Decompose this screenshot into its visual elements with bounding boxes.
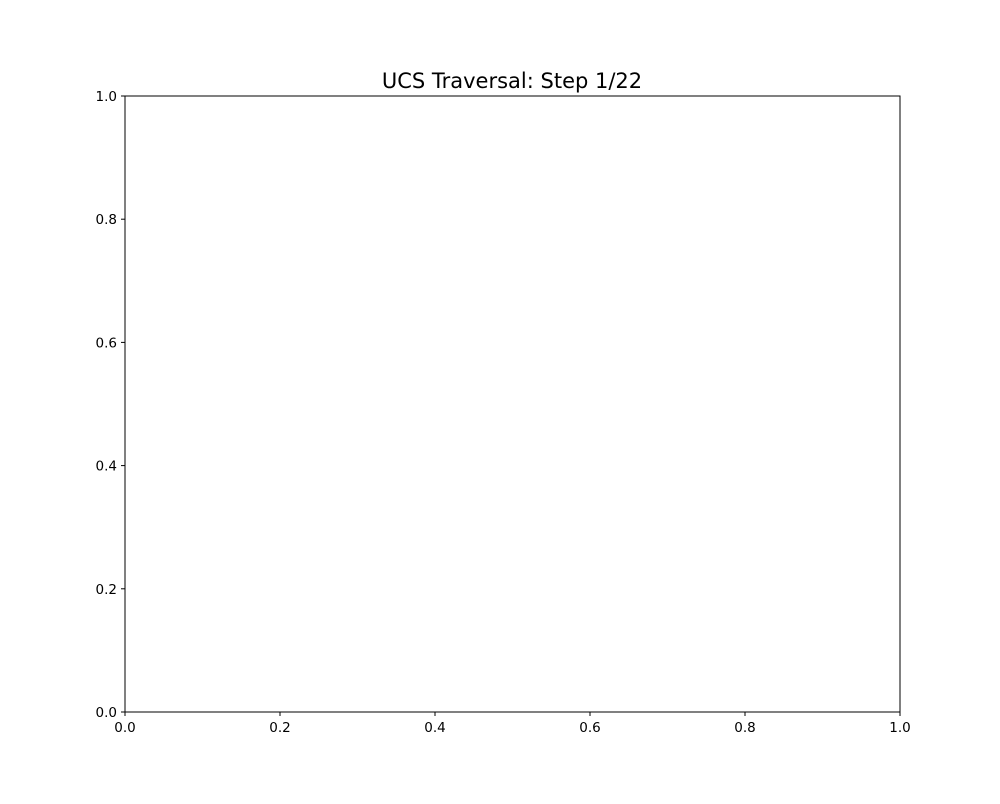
plot-area — [124, 95, 901, 713]
y-tick-label: 1.0 — [96, 89, 117, 105]
x-tick-label: 0.6 — [579, 720, 600, 736]
chart-title: UCS Traversal: Step 1/22 — [382, 69, 642, 93]
y-axis: 0.0 0.2 0.4 0.6 0.8 1.0 — [96, 89, 125, 721]
x-tick-label: 0.4 — [424, 720, 445, 736]
y-tick-label: 0.2 — [96, 582, 117, 598]
x-tick-label: 1.0 — [889, 720, 910, 736]
x-tick-label: 0.0 — [114, 720, 135, 736]
y-tick-label: 0.0 — [96, 705, 117, 721]
y-tick-label: 0.4 — [96, 459, 117, 475]
x-axis: 0.0 0.2 0.4 0.6 0.8 1.0 — [114, 712, 911, 736]
x-tick-label: 0.2 — [269, 720, 290, 736]
x-tick-label: 0.8 — [734, 720, 755, 736]
y-tick-label: 0.8 — [96, 212, 117, 228]
y-tick-label: 0.6 — [96, 335, 117, 351]
